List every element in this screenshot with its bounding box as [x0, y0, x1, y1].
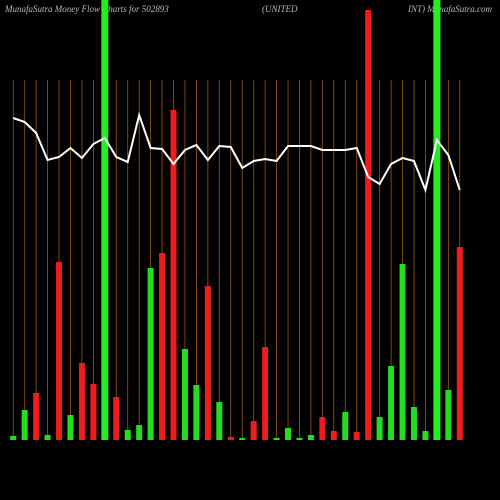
bar [342, 412, 349, 440]
bar [307, 435, 314, 440]
bar [376, 417, 383, 440]
bar [456, 247, 463, 440]
bar [10, 436, 17, 440]
bar [445, 390, 452, 440]
bar [101, 0, 109, 440]
chart-title: (UNITED [262, 4, 298, 14]
bar [170, 110, 177, 440]
bar [159, 253, 166, 440]
bar [365, 10, 372, 440]
bar [204, 286, 211, 440]
bar [124, 430, 131, 440]
bar [410, 407, 417, 440]
bar [216, 402, 223, 440]
bar [399, 264, 406, 440]
line [12, 111, 461, 194]
bar [90, 384, 97, 440]
bar [285, 428, 292, 440]
bar [422, 431, 429, 440]
bar [319, 417, 326, 440]
bar [330, 431, 337, 440]
bar [250, 421, 257, 440]
bar [433, 0, 441, 440]
bar [67, 415, 74, 440]
bar [136, 425, 143, 440]
bar [388, 366, 395, 440]
bar [21, 410, 28, 440]
bar [193, 385, 200, 440]
chart-title: MunafaSutra Money Flow Charts for 502893 [4, 4, 169, 14]
bar [44, 435, 51, 440]
bar [239, 438, 246, 440]
bar [113, 397, 120, 440]
bar [296, 438, 303, 440]
bar [181, 349, 188, 440]
bar [262, 347, 269, 440]
chart-title: INT) MunafaSutra.com [407, 4, 492, 14]
bar [147, 268, 154, 440]
bar [33, 393, 40, 440]
bar [78, 363, 85, 440]
bar [353, 432, 360, 440]
bar [227, 437, 234, 440]
bar [273, 438, 280, 440]
bar [56, 262, 63, 440]
